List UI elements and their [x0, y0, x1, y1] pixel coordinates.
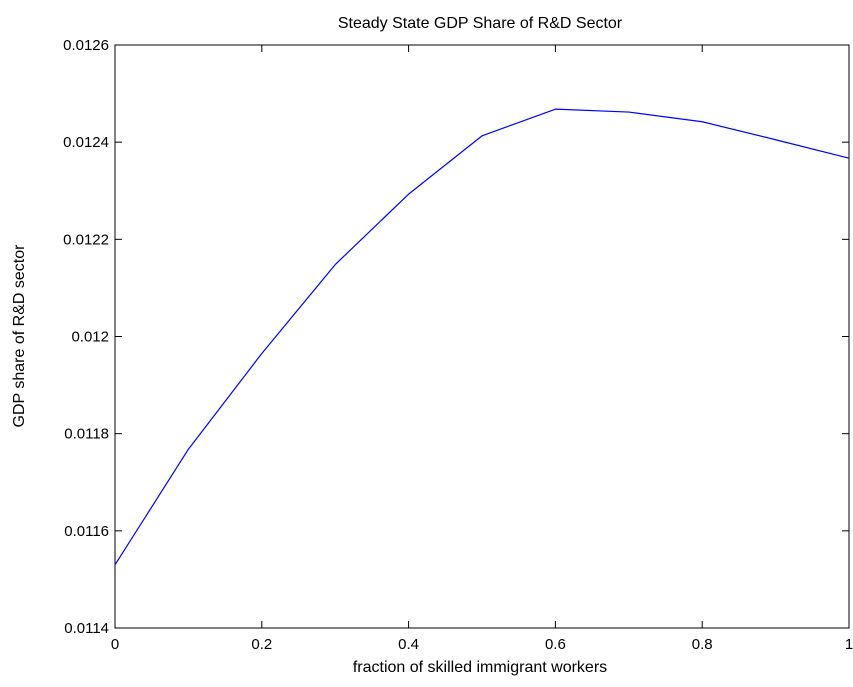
x-tick-label: 0.8 [692, 636, 713, 653]
x-tick-label: 0.4 [398, 636, 419, 653]
y-tick-label: 0.0114 [64, 620, 109, 637]
series-layer [114, 108, 850, 566]
y-tick-label: 0.012 [71, 329, 109, 346]
y-tick-label: 0.0124 [63, 134, 109, 151]
y-tick-label: 0.0118 [64, 426, 109, 443]
x-axis-label: fraction of skilled immigrant workers [353, 659, 607, 676]
chart-title: Steady State GDP Share of R&D Sector [338, 15, 623, 32]
x-tick-label: 0.6 [545, 636, 566, 653]
y-axis-label: GDP share of R&D sector [11, 244, 28, 428]
series-line-0 [114, 108, 850, 566]
y-axis: 0.0114 0.0116 0.0118 0.012 0.0122 0.0124 0.012… [63, 37, 849, 637]
x-tick-label: 0.2 [251, 636, 272, 653]
y-tick-label: 0.0126 [63, 37, 109, 54]
y-tick-label: 0.0122 [63, 231, 109, 248]
y-tick-label: 0.0116 [64, 523, 109, 540]
x-tick-label: 1 [845, 636, 853, 653]
x-tick-label: 0 [111, 636, 119, 653]
x-axis: 0 0.2 0.4 0.6 0.8 1 [111, 45, 853, 653]
